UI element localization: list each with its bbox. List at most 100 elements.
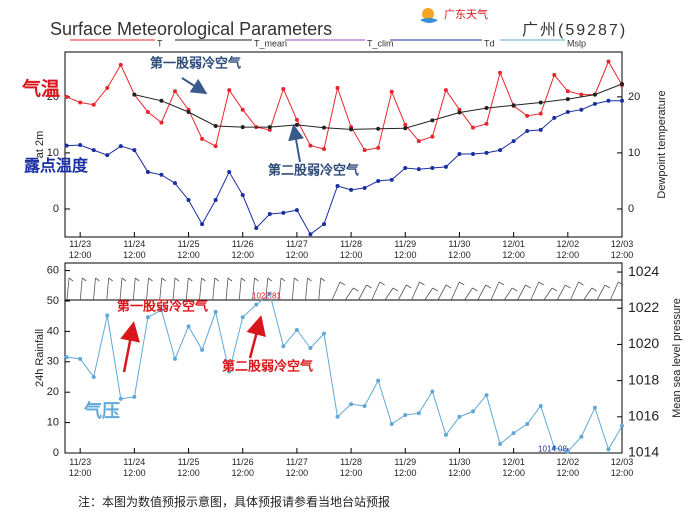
point <box>470 152 475 157</box>
wind-barb <box>411 281 420 301</box>
point <box>565 449 570 454</box>
y2-tick-label: 0 <box>628 203 634 215</box>
wind-barb <box>280 277 286 282</box>
min-label: 1014.08 <box>538 445 567 454</box>
point <box>308 143 313 148</box>
x-tick-label: 11/27 12:00 <box>286 457 309 478</box>
x-tick-label: 11/23 12:00 <box>69 239 92 260</box>
legend-label: T <box>157 38 163 48</box>
point <box>565 89 570 94</box>
x-tick-label: 11/24 12:00 <box>123 239 146 260</box>
wind-barb <box>108 277 113 282</box>
y2-tick-label: 1014 <box>628 444 659 460</box>
point <box>294 122 299 127</box>
y-axis-label: at 2m <box>34 131 46 159</box>
wind-barb <box>68 277 74 282</box>
point <box>484 121 489 126</box>
point <box>78 100 83 105</box>
wind-barb <box>432 287 438 292</box>
point <box>240 125 245 130</box>
wind-barb <box>146 277 149 301</box>
wind-barb <box>543 287 553 301</box>
x-tick-label: 11/25 12:00 <box>177 239 200 260</box>
point <box>484 106 489 111</box>
wind-barb <box>339 281 346 286</box>
wind-barb <box>503 287 513 301</box>
point <box>213 198 218 202</box>
point <box>430 134 435 139</box>
point <box>403 413 408 417</box>
series-line <box>66 60 623 151</box>
wind-barb <box>551 287 558 292</box>
wind-barb <box>490 281 500 301</box>
wind-barb <box>225 277 229 301</box>
wind-barb <box>291 277 295 301</box>
point <box>511 139 516 144</box>
wind-barb <box>119 277 123 301</box>
point <box>145 109 150 114</box>
wind-barb <box>353 287 359 292</box>
arrow <box>120 321 140 373</box>
point <box>118 144 123 149</box>
wind-barb <box>445 284 452 289</box>
point <box>457 107 462 112</box>
wind-barb <box>464 287 473 301</box>
point <box>592 92 597 97</box>
wind-barb <box>596 284 606 301</box>
point <box>159 98 164 103</box>
point <box>457 110 462 115</box>
point <box>498 148 503 153</box>
wind-barb <box>379 281 385 286</box>
point <box>416 411 421 416</box>
point <box>592 405 597 410</box>
wind-barb <box>121 277 127 282</box>
legend-label: T_clim <box>367 38 394 48</box>
wind-barb <box>437 284 447 301</box>
wind-barb <box>199 277 202 301</box>
point <box>606 447 611 452</box>
wind-barb <box>570 281 579 301</box>
point <box>105 153 110 158</box>
point <box>200 222 205 227</box>
point <box>200 347 205 352</box>
point <box>579 107 584 112</box>
wind-barb <box>366 284 372 289</box>
wind-barb <box>538 281 544 286</box>
wind-barb <box>318 277 322 301</box>
point <box>579 92 584 97</box>
wind-barb <box>331 281 341 301</box>
point <box>200 136 205 141</box>
wind-barb <box>66 277 70 301</box>
wind-barb <box>267 277 272 282</box>
plot-frame <box>64 262 623 454</box>
point <box>552 72 557 77</box>
point <box>525 113 530 118</box>
point <box>349 402 354 407</box>
wind-barb <box>278 277 282 301</box>
wind-barb <box>556 284 566 301</box>
point <box>105 313 110 318</box>
point <box>430 118 435 123</box>
y2-tick-label: 1018 <box>628 371 659 387</box>
point <box>592 101 597 106</box>
point <box>498 70 503 75</box>
point <box>389 422 394 427</box>
point <box>254 302 259 307</box>
y-tick-label: 40 <box>47 325 59 337</box>
point <box>159 172 164 177</box>
wind-barb <box>358 284 367 301</box>
wind-barb <box>392 287 399 292</box>
annotation: 气温 <box>21 77 60 100</box>
wind-barb <box>485 284 491 289</box>
logo-text: 广东天气 <box>444 7 488 21</box>
wind-barb <box>578 281 584 286</box>
y2-tick-label: 1016 <box>628 408 659 424</box>
point <box>376 178 381 183</box>
point <box>186 109 191 114</box>
wind-barb <box>132 277 136 301</box>
y-axis-label: 24h Rainfall <box>34 329 46 387</box>
wind-barb <box>609 281 619 301</box>
x-tick-label: 11/28 12:00 <box>340 239 363 260</box>
point <box>443 88 448 93</box>
wind-barb <box>498 281 505 286</box>
